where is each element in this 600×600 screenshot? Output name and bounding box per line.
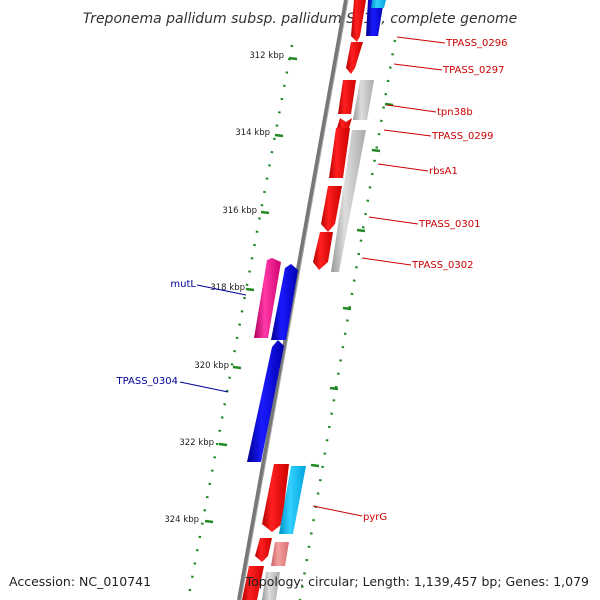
gene-feature[interactable] [313, 232, 333, 270]
gene-labels: TPASS_0296 TPASS_0297 tpn38b TPASS_0299 … [116, 38, 508, 523]
gene-label-pyrG[interactable]: pyrG [363, 512, 387, 523]
gene-feature[interactable] [254, 258, 281, 338]
topology-text: Topology: circular; Length: 1,139,457 bp… [245, 574, 589, 589]
gene-feature[interactable] [279, 466, 306, 534]
gene-label-rbsA1[interactable]: rbsA1 [429, 166, 458, 177]
gene-feature[interactable] [321, 186, 342, 232]
gene-feature[interactable] [242, 566, 264, 600]
accession-text: Accession: NC_010741 [9, 574, 151, 589]
gene-feature[interactable] [271, 542, 289, 566]
reverse-genes [247, 258, 298, 462]
gene-feature[interactable] [366, 0, 384, 36]
gene-feature[interactable] [262, 572, 280, 600]
inner-major-ticks [310, 102, 394, 468]
gene-label-TPASS_0299[interactable]: TPASS_0299 [431, 131, 493, 142]
ruler-label-320: 320 kbp [194, 361, 229, 371]
gene-feature[interactable] [371, 0, 386, 8]
ruler-labels: 312 kbp 314 kbp 316 kbp 318 kbp 320 kbp … [164, 51, 284, 525]
gene-feature[interactable] [346, 42, 363, 74]
gene-feature[interactable] [255, 538, 272, 562]
gene-feature[interactable] [262, 464, 289, 532]
gene-label-mutL[interactable]: mutL [170, 279, 196, 290]
gene-feature[interactable] [331, 130, 366, 272]
gene-label-TPASS_0302[interactable]: TPASS_0302 [411, 260, 473, 271]
gene-feature[interactable] [338, 80, 356, 114]
gene-feature[interactable] [329, 128, 350, 178]
gene-label-TPASS_0296[interactable]: TPASS_0296 [445, 38, 507, 49]
ruler-label-316: 316 kbp [222, 206, 257, 216]
gene-feature[interactable] [271, 264, 298, 340]
ruler-label-314: 314 kbp [235, 128, 270, 138]
gene-feature[interactable] [351, 0, 366, 42]
ruler-label-312: 312 kbp [249, 51, 284, 61]
map-title: Treponema pallidum subsp. pallidum SS14,… [83, 11, 518, 27]
forward-genes [242, 0, 386, 600]
ruler-label-324: 324 kbp [164, 515, 199, 525]
gene-feature[interactable] [247, 340, 284, 462]
gene-label-TPASS_0301[interactable]: TPASS_0301 [418, 219, 480, 230]
ruler-label-318: 318 kbp [210, 283, 245, 293]
gene-label-tpn38b[interactable]: tpn38b [437, 107, 473, 118]
gene-label-TPASS_0297[interactable]: TPASS_0297 [442, 65, 504, 76]
gene-label-TPASS_0304[interactable]: TPASS_0304 [116, 376, 178, 387]
major-ticks [204, 56, 298, 524]
genome-backbone-shadow [240, 0, 349, 600]
leader-lines [179, 36, 446, 517]
ruler-label-322: 322 kbp [179, 438, 214, 448]
gene-feature[interactable] [353, 80, 374, 120]
